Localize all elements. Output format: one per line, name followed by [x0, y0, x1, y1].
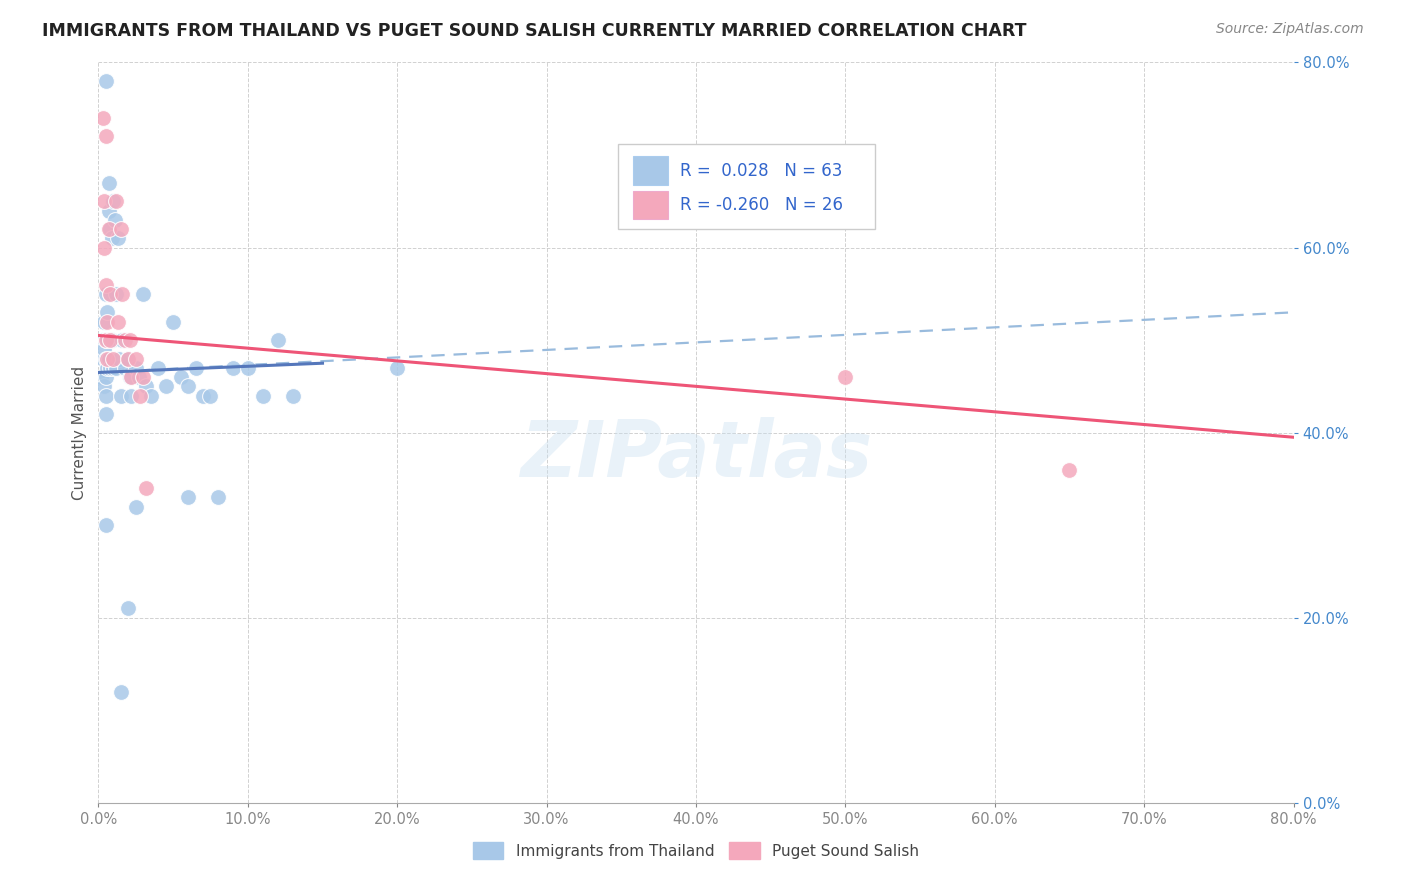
- Point: [107, 231, 129, 245]
- Point: [94, 333, 117, 347]
- Point: [118, 333, 141, 347]
- Text: ZIPatlas: ZIPatlas: [520, 417, 872, 493]
- FancyBboxPatch shape: [619, 144, 876, 229]
- Point: [94, 129, 117, 144]
- Text: R =  0.028   N = 63: R = 0.028 N = 63: [681, 161, 842, 179]
- Point: [125, 351, 148, 366]
- Text: Source: ZipAtlas.com: Source: ZipAtlas.com: [1216, 22, 1364, 37]
- Point: [97, 176, 120, 190]
- Point: [385, 360, 409, 375]
- Point: [139, 388, 162, 402]
- Point: [96, 314, 118, 328]
- Point: [105, 360, 128, 375]
- Point: [1059, 462, 1081, 476]
- Point: [117, 351, 139, 366]
- Point: [103, 360, 125, 375]
- Point: [98, 222, 122, 236]
- Point: [94, 74, 117, 88]
- Point: [105, 286, 128, 301]
- Point: [93, 240, 115, 255]
- Point: [200, 388, 222, 402]
- Point: [98, 333, 122, 347]
- Point: [91, 333, 114, 347]
- Point: [236, 360, 259, 375]
- Point: [129, 388, 152, 402]
- Point: [135, 481, 157, 495]
- Text: IMMIGRANTS FROM THAILAND VS PUGET SOUND SALISH CURRENTLY MARRIED CORRELATION CHA: IMMIGRANTS FROM THAILAND VS PUGET SOUND …: [42, 22, 1026, 40]
- Point: [191, 388, 214, 402]
- Point: [177, 379, 200, 393]
- Point: [110, 685, 132, 699]
- Point: [103, 194, 125, 209]
- Point: [120, 388, 142, 402]
- Legend: Immigrants from Thailand, Puget Sound Salish: Immigrants from Thailand, Puget Sound Sa…: [467, 836, 925, 865]
- Point: [281, 388, 304, 402]
- Point: [132, 286, 155, 301]
- Point: [120, 370, 142, 384]
- Point: [114, 333, 136, 347]
- Point: [128, 370, 150, 384]
- Point: [90, 370, 112, 384]
- Point: [110, 222, 132, 236]
- Point: [96, 360, 118, 375]
- Point: [94, 518, 117, 533]
- Bar: [633, 156, 668, 185]
- Point: [222, 360, 245, 375]
- Point: [207, 491, 229, 505]
- Point: [135, 379, 157, 393]
- Point: [94, 277, 117, 292]
- Point: [105, 194, 128, 209]
- Text: R = -0.260   N = 26: R = -0.260 N = 26: [681, 195, 844, 213]
- Point: [184, 360, 207, 375]
- Point: [98, 286, 122, 301]
- Point: [97, 222, 120, 236]
- Point: [169, 370, 191, 384]
- Point: [91, 111, 114, 125]
- Point: [93, 194, 115, 209]
- Point: [117, 351, 139, 366]
- Point: [96, 333, 118, 347]
- Point: [177, 491, 200, 505]
- Point: [834, 370, 856, 384]
- Point: [91, 351, 114, 366]
- Point: [162, 314, 184, 328]
- Point: [97, 203, 120, 218]
- Point: [94, 333, 117, 347]
- Point: [96, 351, 118, 366]
- Point: [101, 333, 124, 347]
- Point: [101, 231, 124, 245]
- Point: [110, 388, 132, 402]
- Point: [148, 360, 170, 375]
- Bar: [633, 191, 668, 219]
- Point: [98, 286, 122, 301]
- Point: [103, 351, 125, 366]
- Point: [125, 360, 148, 375]
- Point: [97, 351, 120, 366]
- Point: [93, 314, 115, 328]
- Point: [111, 286, 134, 301]
- Point: [94, 388, 117, 402]
- Point: [94, 28, 117, 42]
- Point: [108, 351, 131, 366]
- Point: [252, 388, 274, 402]
- Point: [96, 305, 118, 319]
- Point: [98, 360, 122, 375]
- Point: [111, 333, 134, 347]
- Point: [94, 351, 117, 366]
- Point: [93, 379, 115, 393]
- Point: [114, 360, 136, 375]
- Point: [125, 500, 148, 514]
- Point: [117, 601, 139, 615]
- Point: [94, 370, 117, 384]
- Point: [107, 314, 129, 328]
- Point: [155, 379, 177, 393]
- Point: [94, 407, 117, 421]
- Y-axis label: Currently Married: Currently Married: [72, 366, 87, 500]
- Point: [93, 343, 115, 357]
- Point: [104, 212, 127, 227]
- Point: [94, 286, 117, 301]
- Point: [267, 333, 290, 347]
- Point: [118, 370, 141, 384]
- Point: [132, 370, 155, 384]
